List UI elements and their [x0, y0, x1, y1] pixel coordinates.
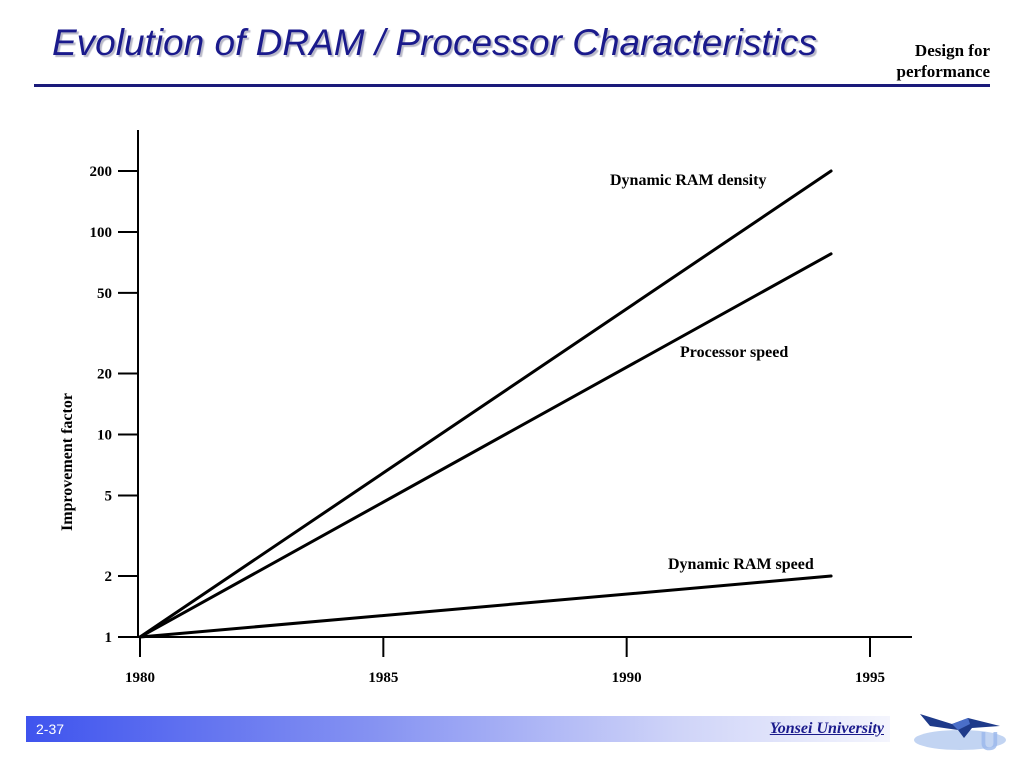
y-tick-label: 50	[97, 286, 112, 302]
x-tick-label: 1980	[125, 670, 155, 686]
y-tick-label: 200	[90, 164, 113, 180]
series-label-1: Processor speed	[680, 344, 788, 361]
y-tick-label: 100	[90, 225, 113, 241]
y-tick-label: 5	[105, 488, 113, 504]
y-tick-label: 2	[105, 569, 113, 585]
chart-lines	[138, 169, 833, 639]
page-number: 2-37	[36, 721, 65, 737]
x-tick-label: 1990	[612, 670, 642, 686]
series-label-2: Dynamic RAM speed	[668, 556, 814, 573]
y-tick-label: 20	[97, 367, 112, 383]
section-tag: Design for performance	[897, 40, 990, 82]
series-line-1	[138, 252, 833, 639]
section-tag-line1: Design for	[914, 41, 990, 60]
series-line-0	[138, 169, 833, 639]
y-tick-label: 1	[105, 630, 113, 646]
yonsei-eagle-logo-icon: U	[914, 714, 1006, 756]
svg-text:U: U	[980, 726, 999, 756]
y-tick-label: 10	[97, 427, 112, 443]
slide-title: Evolution of DRAM / Processor Characteri…	[52, 22, 817, 63]
x-tick-label: 1995	[855, 670, 885, 686]
chart-labels: Dynamic RAM density Processor speed Dynami…	[610, 172, 814, 573]
chart-axes: 1 2 5 10 20 50 100 200 1980 1985 1990 1995 Improveme…	[59, 130, 912, 686]
university-name: Yonsei University	[769, 720, 884, 737]
y-axis-title: Improvement factor	[59, 393, 76, 531]
series-line-2	[138, 574, 833, 639]
x-tick-label: 1985	[368, 670, 398, 686]
section-tag-line2: performance	[896, 62, 990, 81]
improvement-chart: 1 2 5 10 20 50 100 200 1980 1985 1990 1995 Improveme…	[59, 130, 912, 686]
title-rule	[34, 84, 990, 87]
series-label-0: Dynamic RAM density	[610, 172, 766, 189]
footer-bar: 2-37 Yonsei University	[26, 716, 890, 742]
